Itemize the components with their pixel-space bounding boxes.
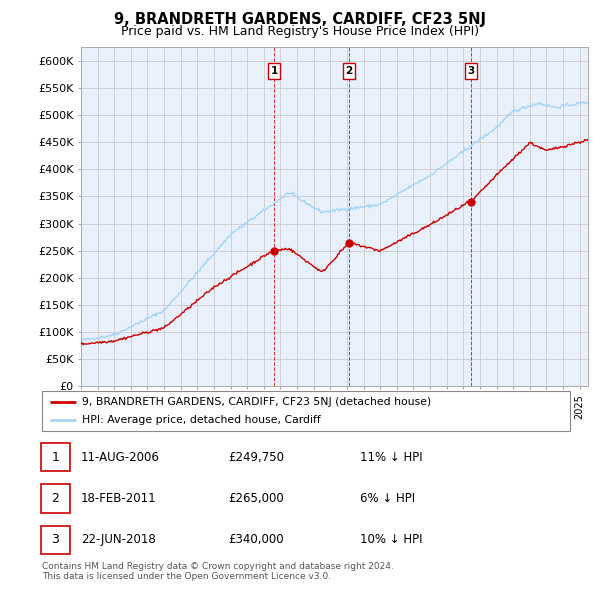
Point [344,238,354,247]
FancyBboxPatch shape [42,391,570,431]
Text: 11-AUG-2006: 11-AUG-2006 [81,451,160,464]
Text: Price paid vs. HM Land Registry's House Price Index (HPI): Price paid vs. HM Land Registry's House … [121,25,479,38]
Text: 9, BRANDRETH GARDENS, CARDIFF, CF23 5NJ (detached house): 9, BRANDRETH GARDENS, CARDIFF, CF23 5NJ … [82,397,431,407]
FancyBboxPatch shape [41,443,70,471]
Text: 1: 1 [271,66,278,76]
Text: 6% ↓ HPI: 6% ↓ HPI [360,492,415,505]
Text: 10% ↓ HPI: 10% ↓ HPI [360,533,422,546]
Text: 11% ↓ HPI: 11% ↓ HPI [360,451,422,464]
Point [269,246,279,255]
Text: 2: 2 [52,492,59,505]
Text: £340,000: £340,000 [228,533,284,546]
Text: 22-JUN-2018: 22-JUN-2018 [81,533,156,546]
Text: 3: 3 [52,533,59,546]
Text: 1: 1 [52,451,59,464]
FancyBboxPatch shape [41,526,70,554]
Text: HPI: Average price, detached house, Cardiff: HPI: Average price, detached house, Card… [82,415,320,425]
Text: 9, BRANDRETH GARDENS, CARDIFF, CF23 5NJ: 9, BRANDRETH GARDENS, CARDIFF, CF23 5NJ [114,12,486,27]
Text: Contains HM Land Registry data © Crown copyright and database right 2024.
This d: Contains HM Land Registry data © Crown c… [42,562,394,581]
Point [466,197,476,206]
Text: 18-FEB-2011: 18-FEB-2011 [81,492,157,505]
Text: £249,750: £249,750 [228,451,284,464]
Text: 3: 3 [467,66,475,76]
FancyBboxPatch shape [41,484,70,513]
Text: 2: 2 [346,66,353,76]
Text: £265,000: £265,000 [228,492,284,505]
